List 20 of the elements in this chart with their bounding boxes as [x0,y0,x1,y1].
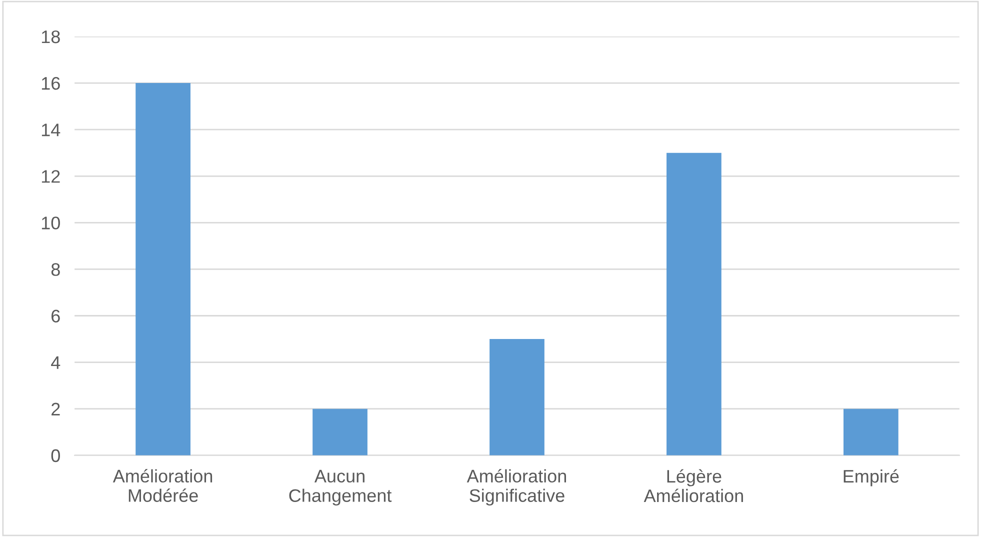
bar [666,152,722,456]
bar [136,83,190,456]
y-tick-label: 8 [51,263,60,276]
y-tick-label: 14 [42,124,60,136]
y-tick-label: 6 [52,310,60,322]
x-tick-label: Empiré [844,469,899,486]
x-tick-label: Légère Amélioration [644,469,743,502]
y-tick-label: 2 [52,402,60,416]
x-tick-label: Amélioration Significative [466,469,566,506]
x-tick-label: Amélioration Modérée [112,469,212,502]
bar [844,408,898,456]
y-tick-label: 0 [51,449,60,462]
bar [490,339,544,456]
y-tick-label: 16 [42,76,60,90]
x-tick-label: Aucun Changement [289,470,392,506]
bar [312,408,368,456]
y-tick-label: 10 [42,216,60,230]
y-tick-label: 4 [51,356,60,369]
y-tick-label: 18 [42,30,60,44]
y-tick-label: 12 [42,170,60,183]
